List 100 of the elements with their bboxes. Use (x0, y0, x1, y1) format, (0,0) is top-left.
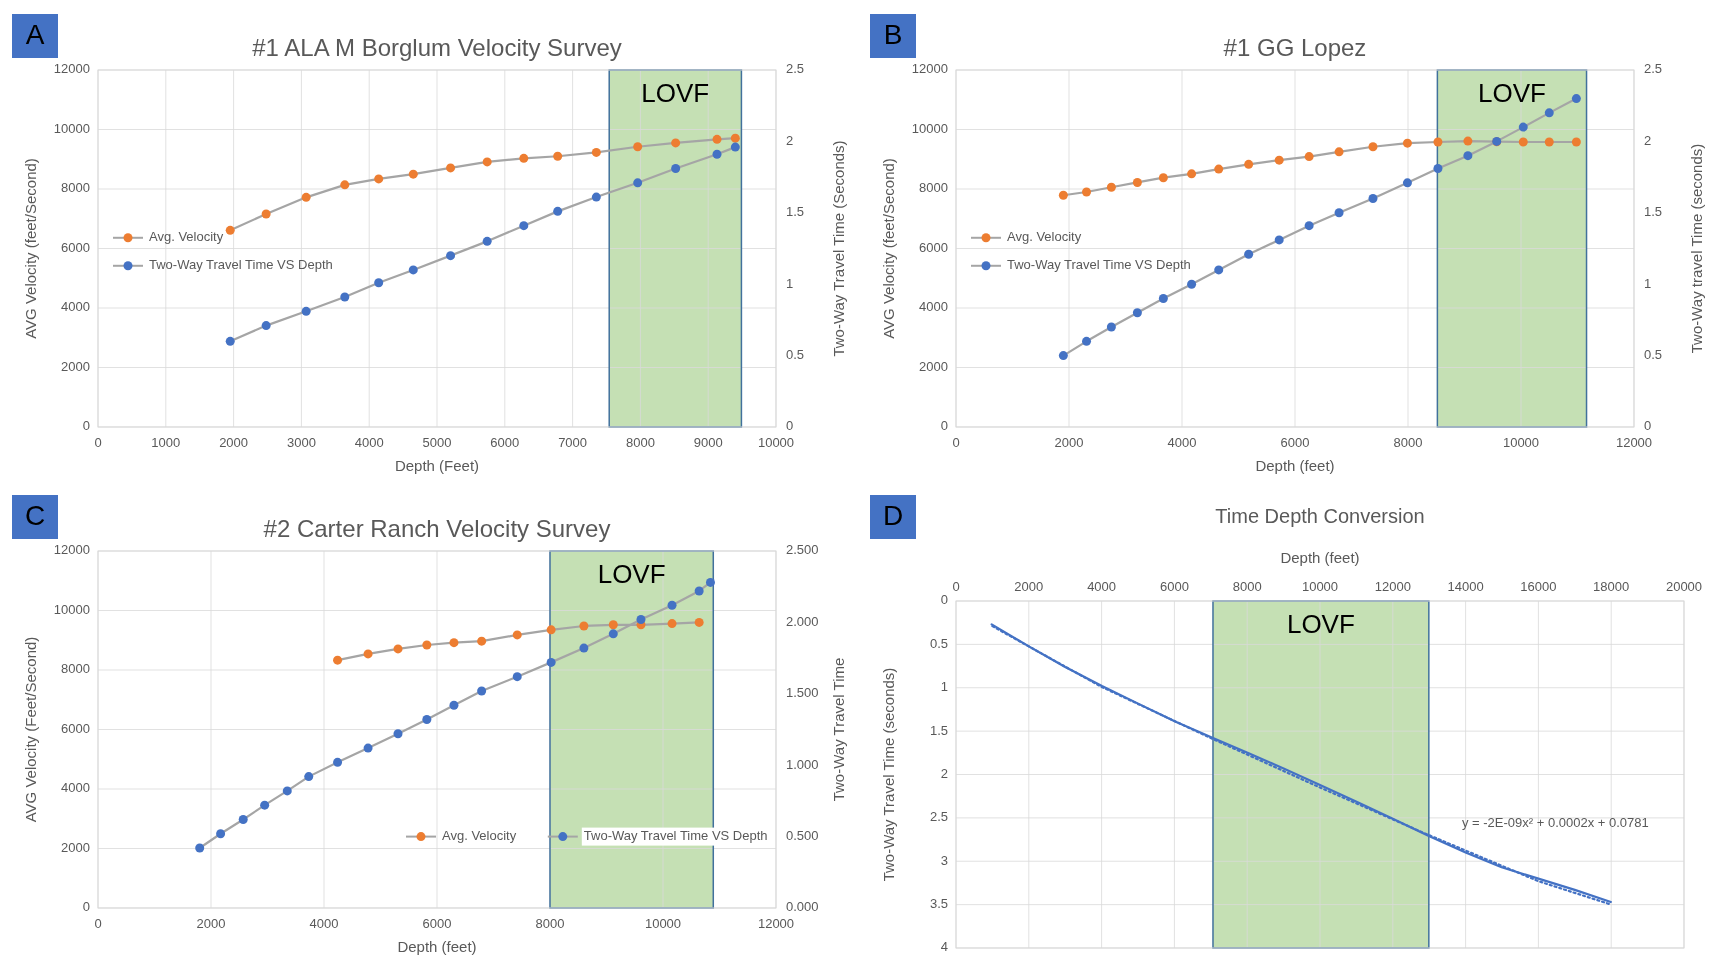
point (261, 321, 271, 331)
text: D (882, 500, 904, 532)
point (1058, 351, 1068, 361)
y-tick-label: 6000 (919, 239, 948, 255)
x-tick-label: 4000 (354, 435, 384, 450)
legend-label: Two-Way Travel Time VS Depth (1007, 257, 1191, 273)
point (1402, 138, 1412, 148)
y2-tick-label: 1.5 (1644, 204, 1663, 220)
point (1244, 249, 1254, 259)
y-tick-label: 10000 (53, 601, 90, 617)
band-label: LOVF (597, 559, 666, 589)
point (446, 163, 456, 173)
point (1544, 108, 1554, 118)
x-tick-label: 2000 (196, 916, 226, 931)
point (608, 629, 618, 639)
point (1518, 137, 1528, 147)
band-label: LOVF (641, 78, 710, 108)
x-axis-title: Depth (feet) (1255, 457, 1335, 474)
point (579, 621, 589, 631)
point (1402, 178, 1412, 188)
point (449, 700, 459, 710)
point (333, 655, 343, 665)
point (301, 192, 311, 202)
point (393, 644, 403, 654)
point (1106, 182, 1116, 192)
x-tick-label: 2000 (219, 435, 249, 450)
point (374, 278, 384, 288)
x-tick-label: 10000 (757, 435, 795, 450)
point (1106, 322, 1116, 332)
y-tick-label: 3 (940, 852, 948, 868)
point (519, 221, 529, 231)
point (195, 843, 205, 853)
legend-label: Avg. Velocity (1007, 229, 1082, 245)
x-axis-title: Depth (Feet) (394, 457, 480, 474)
y-tick-label: 0 (940, 418, 948, 434)
point (422, 640, 432, 650)
chart-title: Time Depth Conversion (1215, 505, 1425, 527)
point (1368, 194, 1378, 204)
y-tick-label: 8000 (61, 661, 90, 677)
point (363, 743, 373, 753)
x-tick-label: 4000 (1167, 435, 1197, 450)
point (1463, 151, 1473, 161)
point (477, 636, 487, 646)
point (1158, 293, 1168, 303)
text: B (883, 19, 903, 51)
point (1187, 279, 1197, 289)
x-tick-label: 8000 (1393, 435, 1423, 450)
y-tick-label: 2000 (919, 358, 948, 374)
point (1082, 187, 1092, 197)
annotation: y = -2E-09x² + 0.0002x + 0.0781 (1461, 814, 1649, 830)
y2-tick-label: 0.500 (786, 828, 819, 844)
y-tick-label: 12000 (53, 61, 90, 77)
y-tick-label: 0.5 (929, 635, 948, 651)
point (408, 265, 418, 275)
y2-tick-label: 1 (1644, 275, 1652, 291)
point (225, 336, 235, 346)
point (1463, 136, 1473, 146)
point (477, 686, 487, 696)
y-tick-label: 2000 (61, 839, 90, 855)
x-tick-label: 6000 (1159, 579, 1189, 594)
x-tick-label: 1000 (151, 435, 181, 450)
y-tick-label: 1.5 (929, 722, 948, 738)
point (301, 306, 311, 316)
point (608, 620, 618, 630)
point (1274, 155, 1284, 165)
point (712, 134, 722, 144)
point (1158, 173, 1168, 183)
x-tick-label: 6000 (422, 916, 452, 931)
point (1274, 235, 1284, 245)
x-tick-label: 2000 (1014, 579, 1044, 594)
y-tick-label: 4000 (61, 299, 90, 315)
legend-label: Two-Way Travel Time VS Depth (583, 828, 768, 844)
point (216, 829, 226, 839)
point (1433, 164, 1443, 174)
y-tick-label: 2.5 (929, 809, 948, 825)
point (1334, 147, 1344, 157)
point (519, 153, 529, 163)
x-tick-label: 0 (952, 435, 960, 450)
text: A (25, 19, 45, 51)
x-tick-label: 3000 (286, 435, 316, 450)
x-tick-label: 12000 (757, 916, 795, 931)
y-tick-label: 6000 (61, 720, 90, 736)
point (1244, 159, 1254, 169)
y-tick-label: 6000 (61, 239, 90, 255)
point (1082, 336, 1092, 346)
point (1518, 122, 1528, 132)
point (1132, 177, 1142, 187)
x-tick-label: 14000 (1447, 579, 1484, 594)
point (546, 657, 556, 667)
x-tick-label: 8000 (535, 916, 565, 931)
point (546, 625, 556, 635)
point (1214, 265, 1224, 275)
y2-axis-title: Two-Way Travel Time (Seconds) (830, 140, 847, 357)
y2-tick-label: 1.000 (786, 756, 819, 772)
point (1058, 190, 1068, 200)
y-tick-label: 12000 (53, 542, 90, 558)
x-tick-label: 20000 (1665, 579, 1703, 594)
y2-tick-label: 2.500 (786, 542, 819, 558)
point (449, 638, 459, 648)
x-tick-label: 10000 (1301, 579, 1339, 594)
